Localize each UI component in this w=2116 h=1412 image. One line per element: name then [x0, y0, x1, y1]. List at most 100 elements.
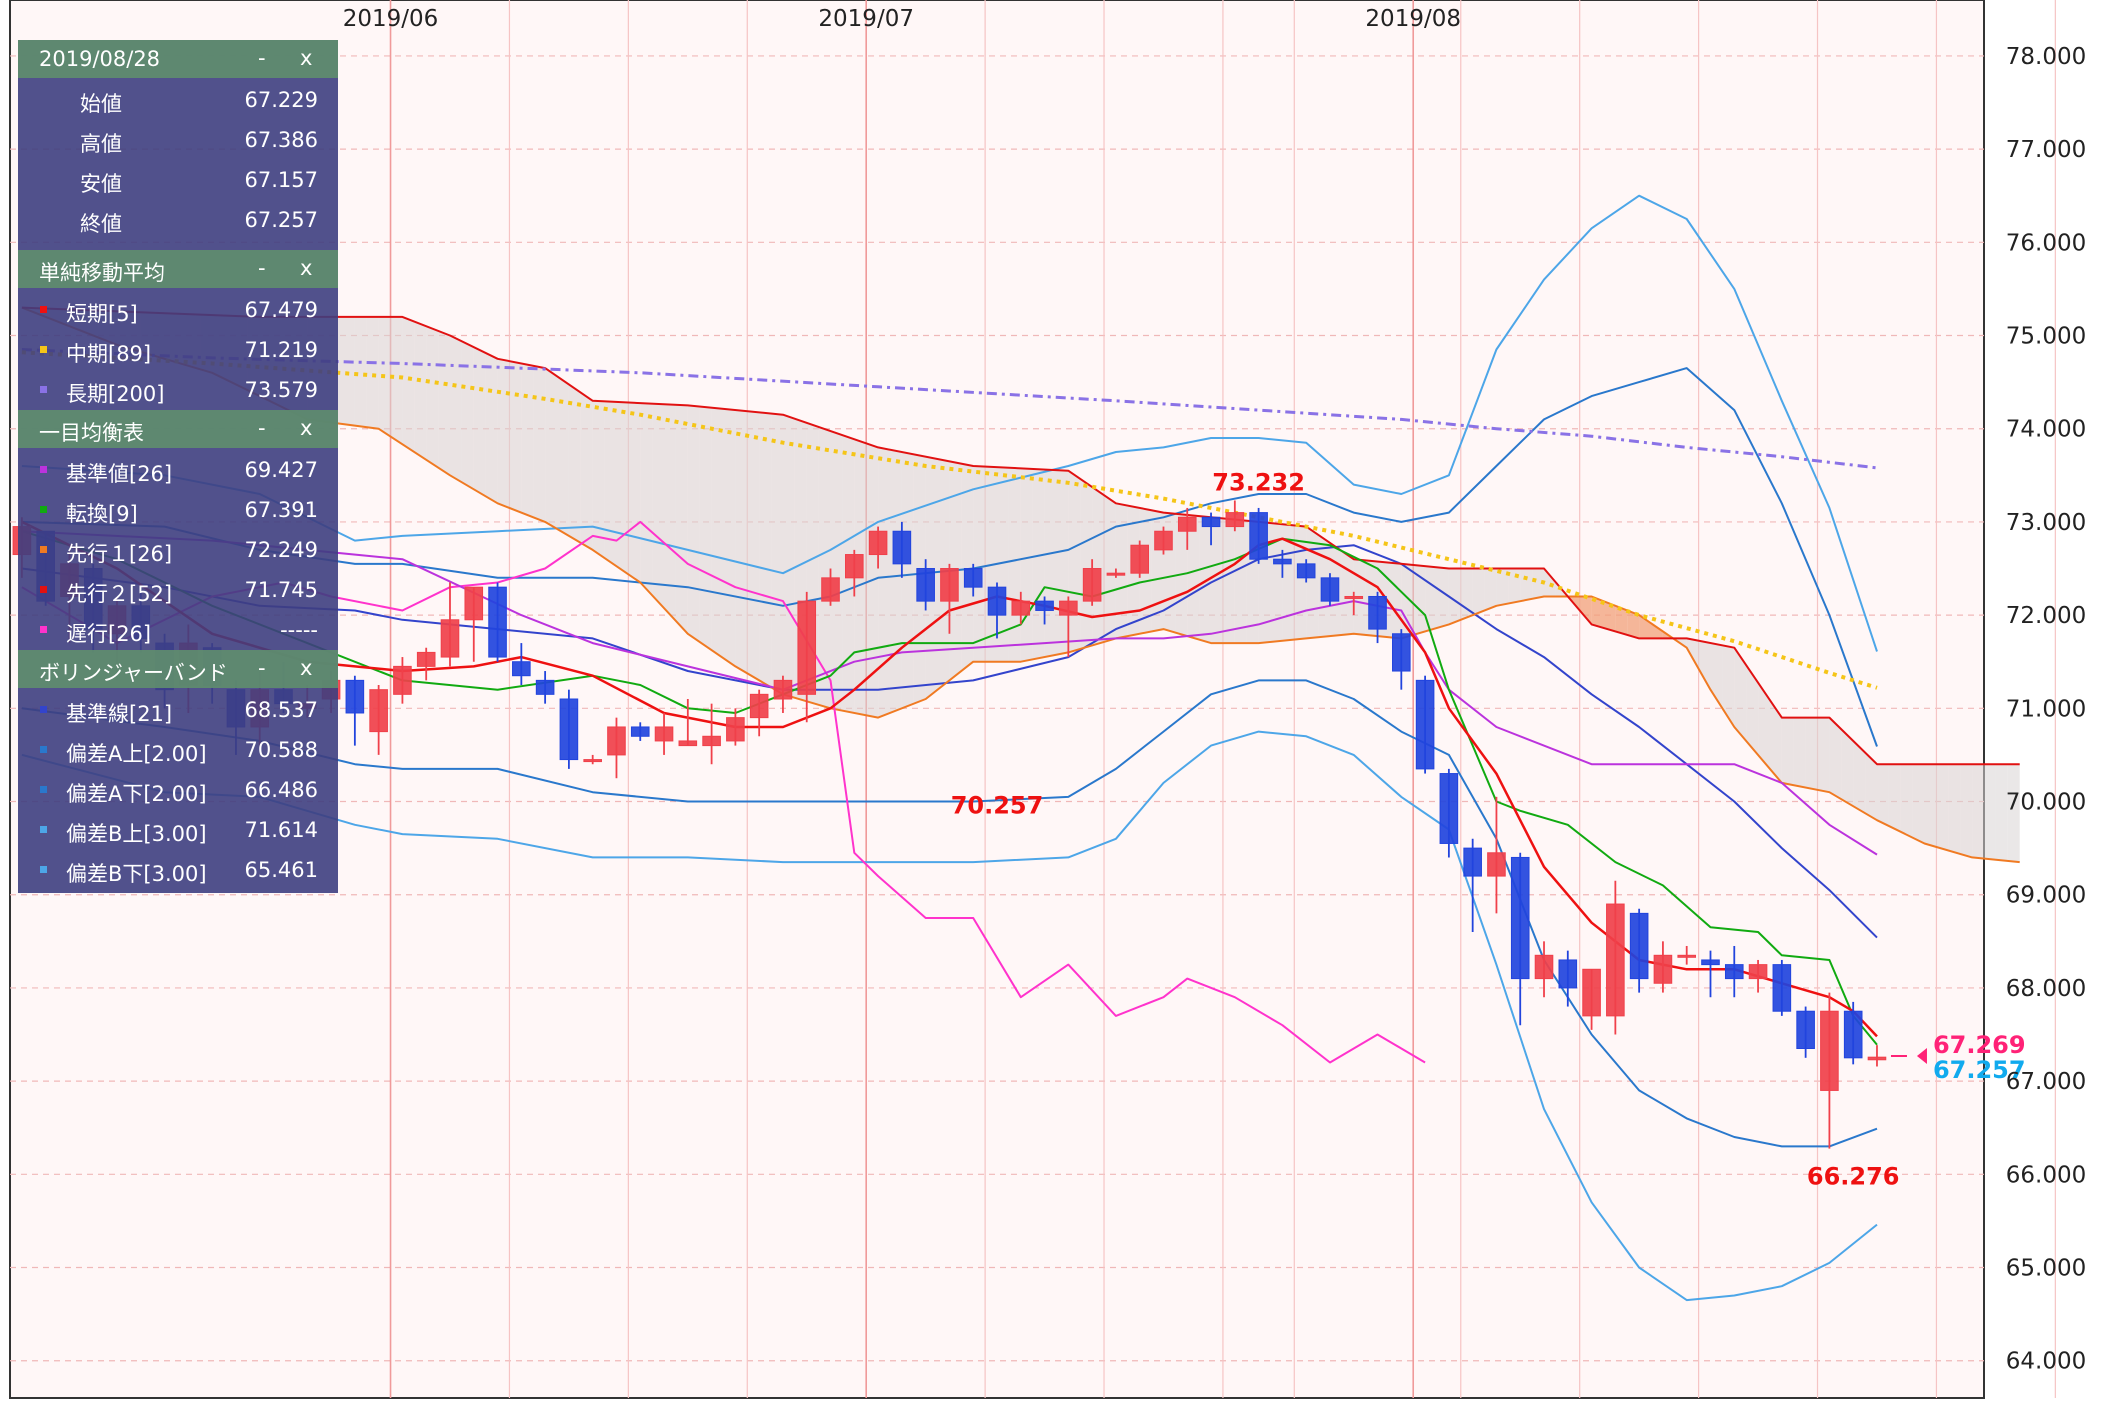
ichimoku-cloud-slice	[1008, 467, 1021, 662]
ichimoku-cloud-slice	[509, 361, 522, 513]
legend-swatch	[40, 546, 47, 553]
candle-body	[678, 740, 698, 747]
indicator-value: 69.427	[244, 458, 318, 482]
candle-body	[1843, 1010, 1863, 1059]
indicator-value: 71.745	[244, 578, 318, 602]
ichimoku-cloud-slice	[628, 402, 641, 583]
candle-body	[512, 661, 531, 677]
candle-body	[416, 651, 436, 667]
close-button[interactable]: x	[300, 46, 313, 70]
candle-body	[369, 689, 388, 733]
ichimoku-cloud-slice	[1888, 764, 1901, 832]
legend-swatch	[40, 346, 47, 353]
indicator-row: 長期[200] 73.579	[18, 370, 338, 410]
indicator-label: 偏差B上[3.00]	[66, 822, 207, 846]
indicator-value: 65.461	[244, 858, 318, 882]
y-tick-label: 64.000	[2006, 1349, 2086, 1375]
y-tick-label: 68.000	[2006, 976, 2086, 1002]
close-button[interactable]: x	[300, 656, 313, 680]
info-header-date: 2019/08/28 - x	[18, 40, 338, 78]
indicator-label: 遅行[26]	[66, 622, 152, 646]
y-tick-label: 70.000	[2006, 790, 2086, 816]
minimize-button[interactable]: -	[258, 656, 266, 680]
ichimoku-cloud-slice	[1805, 717, 1818, 790]
candle-body	[1796, 1010, 1815, 1049]
indicator-row: 基準線[21] 68.537	[18, 690, 338, 730]
indicator-label: 転換[9]	[66, 502, 138, 526]
indicator-label: 基準線[21]	[66, 702, 173, 726]
indicator-row: 偏差B上[3.00] 71.614	[18, 810, 338, 850]
candle-body	[1130, 544, 1149, 574]
ichimoku-cloud-slice	[640, 403, 653, 596]
ichimoku-cloud-slice	[1627, 610, 1640, 639]
ichimoku-cloud-slice	[1924, 764, 1937, 847]
ichimoku-cloud-slice	[1972, 764, 1984, 859]
ichimoku-cloud-slice	[1032, 468, 1045, 660]
indicator-label: 短期[5]	[66, 302, 138, 326]
ichimoku-cloud-slice	[1020, 468, 1033, 662]
ichimoku-cloud-slice	[438, 330, 450, 476]
candle-body	[1772, 964, 1792, 1012]
candle-body	[1154, 530, 1173, 551]
indicator-label: 先行２[52]	[66, 582, 173, 606]
ichimoku-cloud-slice	[2007, 764, 2020, 863]
indicator-row: 先行１[26] 72.249	[18, 530, 338, 570]
y-tick-label: 76.000	[2006, 230, 2086, 256]
ichimoku-cloud-slice	[699, 406, 712, 651]
close-price-tag: 67.257	[1933, 1056, 2026, 1084]
candle-body	[1677, 954, 1697, 958]
y-tick-label: 74.000	[2006, 417, 2086, 443]
candle-body	[1106, 572, 1126, 576]
candle-body	[1201, 516, 1221, 528]
section-header-bollinger: ボリンジャーバンド - x	[18, 650, 338, 688]
candle-body	[702, 735, 721, 747]
legend-swatch	[40, 786, 47, 793]
legend-swatch	[40, 626, 47, 633]
ichimoku-cloud-slice	[711, 407, 724, 659]
ichimoku-cloud-slice	[1793, 717, 1806, 788]
candle-body	[488, 586, 507, 658]
y-tick-label: 71.000	[2006, 696, 2086, 722]
minimize-button[interactable]: -	[258, 416, 266, 440]
ichimoku-cloud-slice	[771, 413, 783, 695]
candle-body	[630, 726, 650, 737]
ohlc-row-open: 始値 67.229	[18, 80, 338, 120]
ichimoku-cloud-slice	[568, 384, 581, 543]
ichimoku-cloud-slice	[1544, 568, 1556, 597]
ichimoku-cloud-slice	[1270, 523, 1283, 642]
candle-body	[1439, 773, 1459, 844]
minimize-button[interactable]: -	[258, 256, 266, 280]
ichimoku-cloud-slice	[664, 404, 676, 621]
indicator-label: 先行１[26]	[66, 542, 173, 566]
ichimoku-cloud-slice	[1401, 563, 1414, 639]
candle-body	[726, 717, 745, 742]
ichimoku-cloud-slice	[973, 466, 986, 662]
ichimoku-cloud-slice	[354, 316, 367, 428]
ichimoku-cloud-slice	[592, 400, 605, 558]
ichimoku-cloud-slice	[783, 414, 795, 698]
close-button[interactable]: x	[300, 256, 313, 280]
indicator-value: 66.486	[244, 778, 318, 802]
ichimoku-cloud-slice	[461, 341, 474, 490]
section-header-ichimoku: 一目均衡表 - x	[18, 410, 338, 448]
ichimoku-cloud-slice	[1686, 638, 1699, 669]
close-button[interactable]: x	[300, 416, 313, 440]
minimize-button[interactable]: -	[258, 46, 266, 70]
ichimoku-cloud-slice	[414, 321, 427, 460]
indicator-label: 中期[89]	[66, 342, 152, 366]
legend-swatch	[40, 706, 47, 713]
sma-mid-line	[21, 350, 1878, 690]
ichimoku-cloud-slice	[1603, 601, 1616, 632]
ichimoku-cloud-slice	[1841, 729, 1854, 807]
indicator-value: -----	[280, 618, 318, 642]
ichimoku-cloud-slice	[1936, 764, 1949, 851]
candle-body	[1082, 568, 1102, 602]
candle-body	[1629, 912, 1649, 980]
ichimoku-cloud-slice	[1579, 596, 1592, 625]
ichimoku-cloud-slice	[533, 365, 546, 522]
ichimoku-cloud-slice	[1413, 565, 1426, 635]
indicator-value: 67.479	[244, 298, 318, 322]
ichimoku-cloud-slice	[1341, 551, 1354, 635]
